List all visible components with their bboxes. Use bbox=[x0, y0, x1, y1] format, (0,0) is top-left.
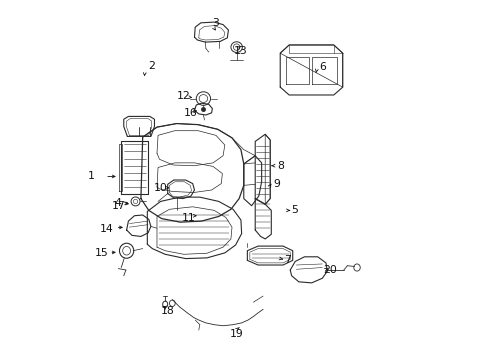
Text: 13: 13 bbox=[234, 46, 247, 56]
Text: 7: 7 bbox=[284, 255, 290, 265]
Text: 4: 4 bbox=[114, 198, 121, 208]
Text: 5: 5 bbox=[290, 205, 297, 215]
Text: 17: 17 bbox=[112, 201, 125, 211]
Text: 16: 16 bbox=[183, 108, 197, 118]
Text: 15: 15 bbox=[95, 248, 108, 258]
Text: 12: 12 bbox=[177, 91, 190, 101]
Text: 19: 19 bbox=[229, 329, 243, 339]
Text: 18: 18 bbox=[161, 306, 174, 316]
Text: 1: 1 bbox=[87, 171, 94, 181]
Text: 10: 10 bbox=[153, 183, 167, 193]
Text: 14: 14 bbox=[100, 224, 114, 234]
Text: 8: 8 bbox=[276, 161, 283, 171]
Text: 11: 11 bbox=[182, 212, 196, 222]
Text: 2: 2 bbox=[148, 61, 155, 71]
Text: 20: 20 bbox=[323, 265, 337, 275]
Text: 9: 9 bbox=[273, 179, 280, 189]
Text: 3: 3 bbox=[212, 18, 219, 28]
Text: 6: 6 bbox=[319, 63, 326, 72]
